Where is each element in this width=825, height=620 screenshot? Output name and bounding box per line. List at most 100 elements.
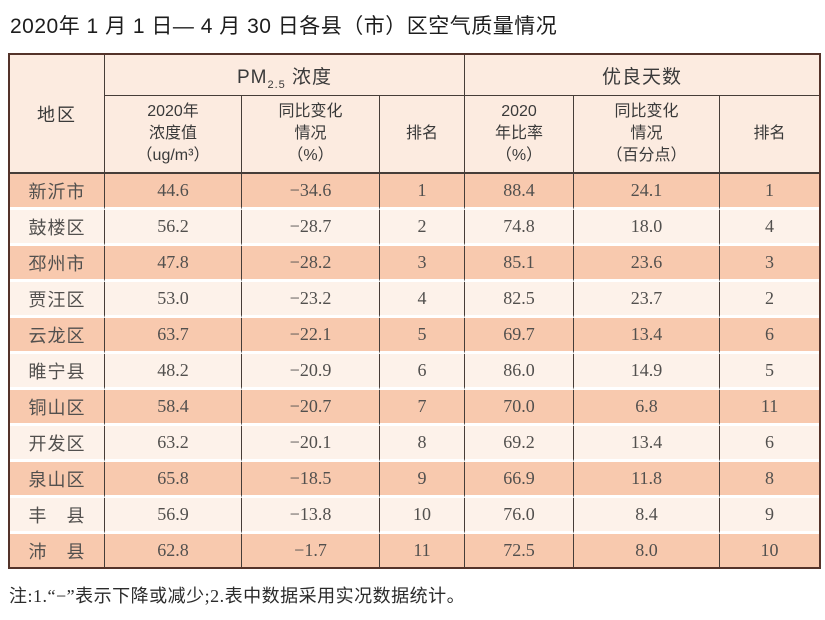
col-header-good-change: 同比变化 情况 （百分点） (574, 96, 721, 174)
pm-value-cell: 48.2 (105, 354, 242, 390)
table-row: 邳州市 47.8 −28.2 3 85.1 23.6 3 (10, 246, 820, 282)
table-row: 新沂市 44.6 −34.6 1 88.4 24.1 1 (10, 174, 820, 210)
pm-change-cell: −20.9 (242, 354, 380, 390)
footnote: 注:1.“−”表示下降或减少;2.表中数据采用实况数据统计。 (9, 586, 466, 606)
region-cell: 邳州市 (10, 246, 105, 282)
pm25-subscript: 2.5 (267, 78, 286, 91)
pm-value-cell: 65.8 (105, 462, 242, 498)
good-rate-cell: 70.0 (465, 390, 575, 426)
pm-change-cell: −28.7 (242, 210, 380, 246)
good-change-cell: 18.0 (574, 210, 721, 246)
good-rank-cell: 1 (720, 174, 820, 210)
air-quality-table: 地区 PM2.5 浓度 优良天数 2020年 浓度值 （ug/m³） 同比变化 … (8, 53, 822, 569)
pm25-label-suffix: 浓度 (285, 66, 333, 88)
pm-rank-cell: 2 (380, 210, 466, 246)
region-cell: 睢宁县 (10, 354, 105, 390)
good-change-cell: 14.9 (574, 354, 721, 390)
pm-rank-cell: 5 (380, 318, 466, 354)
col-group-pm25: PM2.5 浓度 (105, 55, 466, 96)
good-rate-cell: 76.0 (465, 498, 575, 534)
good-change-cell: 23.7 (574, 282, 721, 318)
col-header-good-rate: 2020 年比率 （%） (465, 96, 575, 174)
good-rate-cell: 86.0 (465, 354, 575, 390)
pm-change-cell: −20.7 (242, 390, 380, 426)
good-change-cell: 8.0 (574, 534, 721, 567)
good-rank-cell: 4 (720, 210, 820, 246)
pm-rank-cell: 6 (380, 354, 466, 390)
good-change-cell: 13.4 (574, 426, 721, 462)
pm-rank-cell: 9 (380, 462, 466, 498)
good-rank-cell: 6 (720, 426, 820, 462)
good-rank-cell: 11 (720, 390, 820, 426)
good-change-cell: 23.6 (574, 246, 721, 282)
good-change-cell: 11.8 (574, 462, 721, 498)
pm-rank-cell: 11 (380, 534, 466, 567)
pm-change-cell: −28.2 (242, 246, 380, 282)
pm-change-cell: −22.1 (242, 318, 380, 354)
region-cell: 丰 县 (10, 498, 105, 534)
region-cell: 泉山区 (10, 462, 105, 498)
good-rate-cell: 88.4 (465, 174, 575, 210)
table-row: 铜山区 58.4 −20.7 7 70.0 6.8 11 (10, 390, 820, 426)
good-change-cell: 13.4 (574, 318, 721, 354)
pm-change-cell: −34.6 (242, 174, 380, 210)
pm-rank-cell: 4 (380, 282, 466, 318)
good-rate-cell: 66.9 (465, 462, 575, 498)
region-cell: 鼓楼区 (10, 210, 105, 246)
good-rate-cell: 74.8 (465, 210, 575, 246)
good-rank-cell: 5 (720, 354, 820, 390)
good-rate-cell: 72.5 (465, 534, 575, 567)
pm25-label-prefix: PM (236, 66, 268, 88)
pm-value-cell: 53.0 (105, 282, 242, 318)
good-rank-cell: 8 (720, 462, 820, 498)
table-row: 云龙区 63.7 −22.1 5 69.7 13.4 6 (10, 318, 820, 354)
good-rank-cell: 6 (720, 318, 820, 354)
good-rank-cell: 3 (720, 246, 820, 282)
pm-value-cell: 56.2 (105, 210, 242, 246)
col-header-pm-change: 同比变化 情况 （%） (242, 96, 380, 174)
pm-change-cell: −20.1 (242, 426, 380, 462)
pm-change-cell: −18.5 (242, 462, 380, 498)
good-change-cell: 6.8 (574, 390, 721, 426)
table-row: 贾汪区 53.0 −23.2 4 82.5 23.7 2 (10, 282, 820, 318)
table-row: 开发区 63.2 −20.1 8 69.2 13.4 6 (10, 426, 820, 462)
good-rank-cell: 2 (720, 282, 820, 318)
pm-value-cell: 62.8 (105, 534, 242, 567)
good-rate-cell: 82.5 (465, 282, 575, 318)
col-header-good-rank: 排名 (720, 96, 820, 174)
pm-value-cell: 58.4 (105, 390, 242, 426)
pm-rank-cell: 8 (380, 426, 466, 462)
pm-rank-cell: 7 (380, 390, 466, 426)
region-cell: 开发区 (10, 426, 105, 462)
pm-change-cell: −1.7 (242, 534, 380, 567)
good-rank-cell: 9 (720, 498, 820, 534)
table-header: 地区 PM2.5 浓度 优良天数 2020年 浓度值 （ug/m³） 同比变化 … (10, 55, 820, 174)
table-row: 沛 县 62.8 −1.7 11 72.5 8.0 10 (10, 534, 820, 567)
good-change-cell: 24.1 (574, 174, 721, 210)
table-body: 新沂市 44.6 −34.6 1 88.4 24.1 1 鼓楼区 56.2 −2… (10, 174, 820, 567)
col-header-region: 地区 (10, 55, 105, 174)
pm-rank-cell: 10 (380, 498, 466, 534)
pm-rank-cell: 3 (380, 246, 466, 282)
pm-value-cell: 44.6 (105, 174, 242, 210)
pm-value-cell: 47.8 (105, 246, 242, 282)
region-cell: 贾汪区 (10, 282, 105, 318)
good-rank-cell: 10 (720, 534, 820, 567)
pm-change-cell: −13.8 (242, 498, 380, 534)
pm-change-cell: −23.2 (242, 282, 380, 318)
col-header-pm-value: 2020年 浓度值 （ug/m³） (105, 96, 242, 174)
table-row: 鼓楼区 56.2 −28.7 2 74.8 18.0 4 (10, 210, 820, 246)
table-row: 泉山区 65.8 −18.5 9 66.9 11.8 8 (10, 462, 820, 498)
pm-value-cell: 56.9 (105, 498, 242, 534)
page-title: 2020年 1 月 1 日— 4 月 30 日各县（市）区空气质量情况 (10, 15, 558, 38)
region-cell: 铜山区 (10, 390, 105, 426)
table-row: 睢宁县 48.2 −20.9 6 86.0 14.9 5 (10, 354, 820, 390)
region-cell: 云龙区 (10, 318, 105, 354)
col-group-good-days: 优良天数 (465, 55, 820, 96)
table-row: 丰 县 56.9 −13.8 10 76.0 8.4 9 (10, 498, 820, 534)
good-rate-cell: 69.7 (465, 318, 575, 354)
good-change-cell: 8.4 (574, 498, 721, 534)
good-rate-cell: 69.2 (465, 426, 575, 462)
pm-value-cell: 63.7 (105, 318, 242, 354)
pm-value-cell: 63.2 (105, 426, 242, 462)
